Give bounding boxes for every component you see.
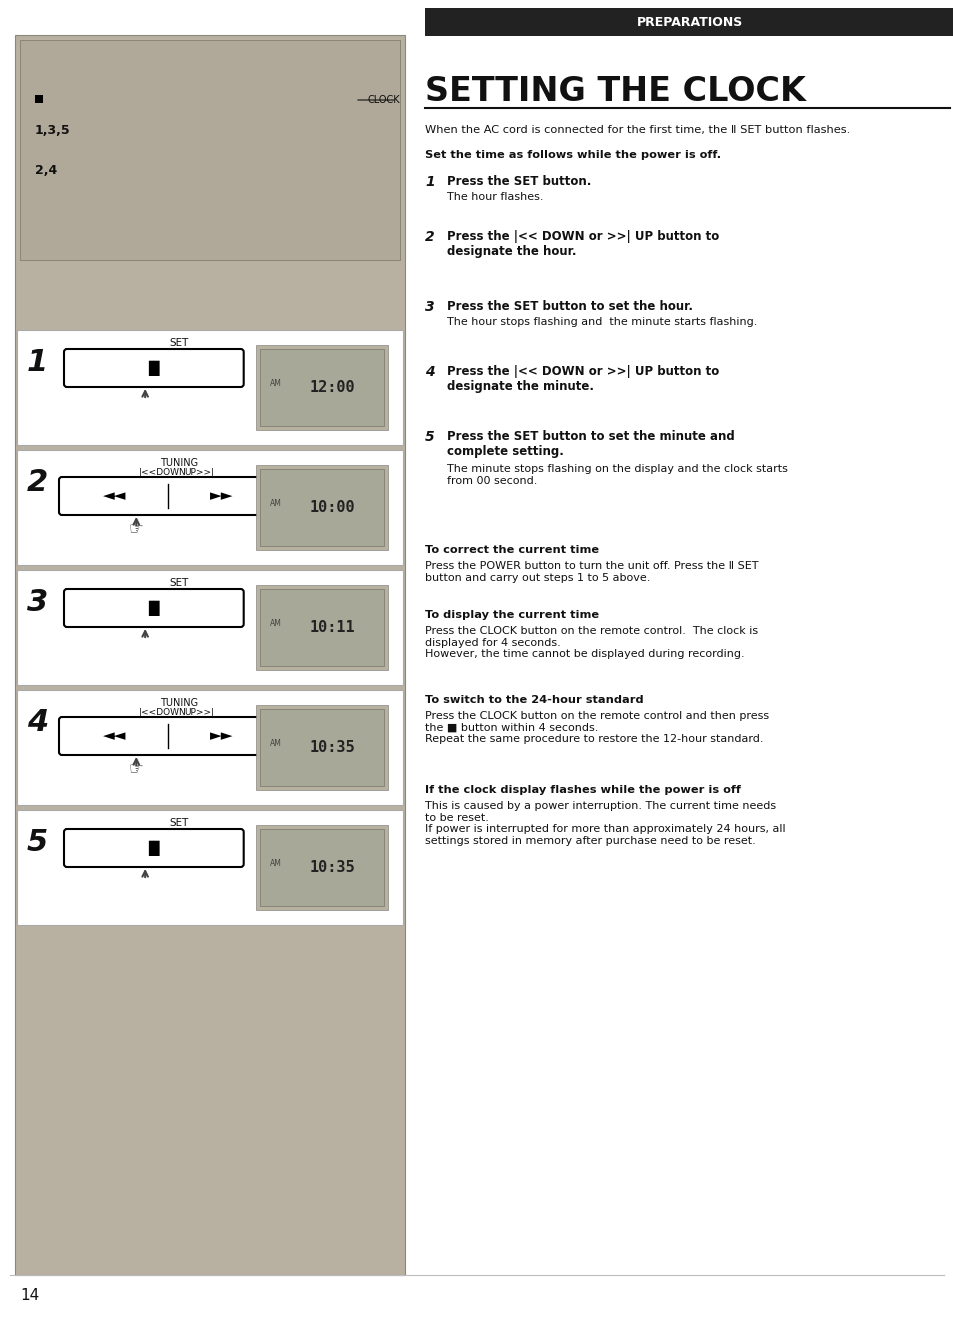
- Bar: [35, 95, 43, 103]
- Text: AM: AM: [270, 379, 282, 388]
- Text: The minute stops flashing on the display and the clock starts
from 00 second.: The minute stops flashing on the display…: [447, 464, 787, 485]
- FancyBboxPatch shape: [59, 477, 277, 515]
- Text: Press the POWER button to turn the unit off. Press the Ⅱ SET
button and carry ou: Press the POWER button to turn the unit …: [424, 560, 758, 583]
- Bar: [17, 570, 402, 685]
- Text: UP>>|: UP>>|: [184, 708, 214, 717]
- Bar: [15, 34, 405, 1275]
- Text: The hour stops flashing and  the minute starts flashing.: The hour stops flashing and the minute s…: [447, 317, 757, 327]
- Text: AM: AM: [270, 739, 282, 747]
- Text: ☞: ☞: [129, 519, 144, 538]
- Text: PREPARATIONS: PREPARATIONS: [637, 16, 742, 29]
- Text: If the clock display flashes while the power is off: If the clock display flashes while the p…: [424, 784, 740, 795]
- Text: Press the |<< DOWN or >>| UP button to
designate the hour.: Press the |<< DOWN or >>| UP button to d…: [447, 231, 719, 258]
- Text: 4: 4: [27, 708, 49, 737]
- Bar: [256, 586, 387, 670]
- Bar: [256, 825, 387, 910]
- Bar: [17, 330, 402, 445]
- Text: Press the SET button to set the minute and
complete setting.: Press the SET button to set the minute a…: [447, 431, 734, 458]
- Text: TUNING: TUNING: [160, 698, 198, 708]
- Text: Press the CLOCK button on the remote control and then press
the ■ button within : Press the CLOCK button on the remote con…: [424, 712, 768, 745]
- Text: Press the SET button.: Press the SET button.: [447, 175, 591, 188]
- Text: AM: AM: [270, 619, 282, 628]
- Text: 10:11: 10:11: [310, 620, 355, 635]
- FancyBboxPatch shape: [64, 829, 243, 867]
- Text: 2: 2: [424, 231, 435, 244]
- Text: 3: 3: [27, 588, 49, 617]
- Text: Press the CLOCK button on the remote control.  The clock is
displayed for 4 seco: Press the CLOCK button on the remote con…: [424, 625, 758, 660]
- Bar: [256, 705, 387, 790]
- Bar: [256, 465, 387, 550]
- Text: 1,3,5: 1,3,5: [35, 123, 71, 136]
- Text: Set the time as follows while the power is off.: Set the time as follows while the power …: [424, 150, 720, 160]
- Bar: [424, 8, 953, 36]
- Bar: [17, 690, 402, 806]
- Text: ►►: ►►: [210, 729, 233, 743]
- Text: UP>>|: UP>>|: [184, 468, 214, 477]
- Text: SET: SET: [170, 338, 189, 348]
- Text: To correct the current time: To correct the current time: [424, 545, 598, 555]
- Text: 10:35: 10:35: [310, 860, 355, 875]
- FancyBboxPatch shape: [64, 590, 243, 627]
- Text: ◄◄: ◄◄: [103, 729, 127, 743]
- Text: 12:00: 12:00: [310, 380, 355, 395]
- Text: TUNING: TUNING: [160, 458, 198, 468]
- Text: 3: 3: [424, 299, 435, 314]
- Text: To display the current time: To display the current time: [424, 610, 598, 620]
- Text: ☞: ☞: [129, 761, 144, 778]
- Text: ►►: ►►: [210, 489, 233, 504]
- Bar: [260, 829, 383, 906]
- Bar: [260, 348, 383, 427]
- Bar: [17, 451, 402, 564]
- Text: When the AC cord is connected for the first time, the Ⅱ SET button flashes.: When the AC cord is connected for the fi…: [424, 125, 849, 135]
- Text: AM: AM: [270, 498, 282, 507]
- Bar: [20, 40, 399, 260]
- Text: AM: AM: [270, 859, 282, 868]
- Text: 5: 5: [27, 828, 49, 857]
- Text: ◄◄: ◄◄: [103, 489, 127, 504]
- FancyBboxPatch shape: [59, 717, 277, 755]
- Bar: [260, 590, 383, 666]
- Bar: [260, 469, 383, 546]
- Bar: [256, 344, 387, 431]
- Text: 10:35: 10:35: [310, 739, 355, 755]
- Text: This is caused by a power interruption. The current time needs
to be reset.
If p: This is caused by a power interruption. …: [424, 802, 785, 845]
- Text: |<<DOWN: |<<DOWN: [139, 708, 187, 717]
- Text: SET: SET: [170, 818, 189, 828]
- Bar: [260, 709, 383, 786]
- Text: SETTING THE CLOCK: SETTING THE CLOCK: [424, 76, 805, 109]
- Text: 2,4: 2,4: [35, 163, 57, 176]
- Text: 10:00: 10:00: [310, 500, 355, 515]
- Text: To switch to the 24-hour standard: To switch to the 24-hour standard: [424, 696, 643, 705]
- Text: ▐▌: ▐▌: [142, 840, 166, 856]
- Text: ▐▌: ▐▌: [142, 360, 166, 376]
- Text: Press the SET button to set the hour.: Press the SET button to set the hour.: [447, 299, 692, 313]
- Text: 1: 1: [424, 175, 435, 189]
- Text: |<<DOWN: |<<DOWN: [139, 468, 187, 477]
- Text: ▐▌: ▐▌: [142, 600, 166, 616]
- Text: CLOCK: CLOCK: [367, 95, 399, 105]
- FancyBboxPatch shape: [64, 348, 243, 387]
- Text: 4: 4: [424, 364, 435, 379]
- Text: 5: 5: [424, 431, 435, 444]
- Text: 2: 2: [27, 468, 49, 497]
- Text: 14: 14: [20, 1288, 39, 1302]
- Text: The hour flashes.: The hour flashes.: [447, 192, 543, 201]
- Bar: [17, 810, 402, 925]
- Text: Press the |<< DOWN or >>| UP button to
designate the minute.: Press the |<< DOWN or >>| UP button to d…: [447, 364, 719, 394]
- Text: SET: SET: [170, 578, 189, 588]
- Text: 1: 1: [27, 348, 49, 378]
